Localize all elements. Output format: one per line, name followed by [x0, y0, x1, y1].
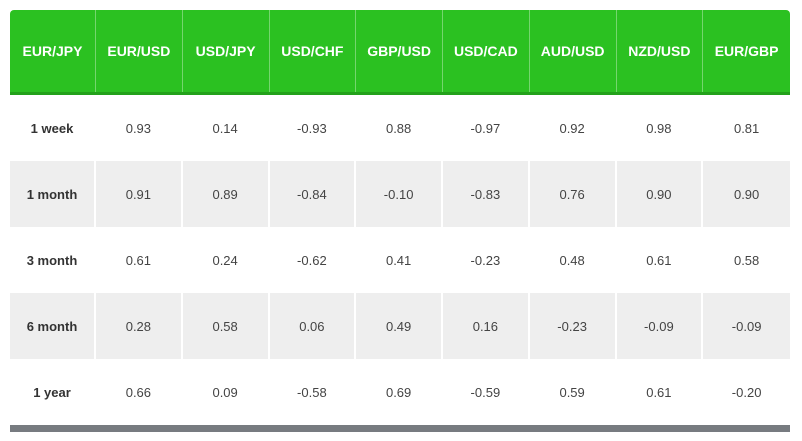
value-cell: 0.66: [96, 359, 183, 425]
header-cell: NZD/USD: [617, 10, 704, 92]
value-cell: 0.49: [356, 293, 443, 359]
value-cell: -0.93: [270, 95, 357, 161]
value-cell: 0.91: [96, 161, 183, 227]
table-row: 1 month 0.91 0.89 -0.84 -0.10 -0.83 0.76 0.90 0.…: [10, 161, 790, 227]
value-cell: 0.41: [356, 227, 443, 293]
value-cell: 0.90: [617, 161, 704, 227]
header-cell: EUR/JPY: [10, 10, 96, 92]
value-cell: -0.23: [443, 227, 530, 293]
value-cell: 0.61: [617, 227, 704, 293]
value-cell: 0.61: [617, 359, 704, 425]
value-cell: 0.90: [733, 186, 760, 202]
value-cell: -0.20: [731, 384, 762, 400]
row-label: 1 week: [10, 95, 96, 161]
value-cell: 0.09: [183, 359, 270, 425]
value-cell: -0.10: [356, 161, 443, 227]
table-row: 3 month 0.61 0.24 -0.62 0.41 -0.23 0.48 0.61 0.5…: [10, 227, 790, 293]
value-cell: -0.23: [530, 293, 617, 359]
header-row: EUR/JPY EUR/USD USD/JPY USD/CHF GBP/USD USD/C…: [10, 10, 790, 95]
value-cell: 0.24: [183, 227, 270, 293]
value-cell: 0.14: [183, 95, 270, 161]
value-cell: 0.81: [733, 120, 760, 136]
header-cell: GBP/USD: [356, 10, 443, 92]
value-cell: 0.58: [183, 293, 270, 359]
value-cell: 0.69: [356, 359, 443, 425]
value-cell: -0.62: [270, 227, 357, 293]
value-cell: 0.92: [530, 95, 617, 161]
value-cell: 0.58: [733, 252, 760, 268]
value-cell: -0.58: [270, 359, 357, 425]
row-label: 1 month: [10, 161, 96, 227]
header-cell: USD/CAD: [443, 10, 530, 92]
value-cell: 0.93: [96, 95, 183, 161]
header-cell: USD/JPY: [183, 10, 270, 92]
value-cell: 0.89: [183, 161, 270, 227]
value-cell: 0.59: [530, 359, 617, 425]
value-cell: 0.61: [96, 227, 183, 293]
header-cell: AUD/USD: [530, 10, 617, 92]
value-cell: 0.88: [356, 95, 443, 161]
row-label: 6 month: [10, 293, 96, 359]
header-cell: USD/CHF: [270, 10, 357, 92]
table-footer-bar: [10, 425, 790, 432]
value-cell: 0.06: [270, 293, 357, 359]
correlation-table: EUR/JPY EUR/USD USD/JPY USD/CHF GBP/USD USD/C…: [10, 10, 790, 432]
row-label: 3 month: [10, 227, 96, 293]
header-cell: EUR/GBP: [714, 43, 779, 59]
table-row: 1 week 0.93 0.14 -0.93 0.88 -0.97 0.92 0.98 0.81: [10, 95, 790, 161]
row-label: 1 year: [10, 359, 96, 425]
value-cell: -0.84: [270, 161, 357, 227]
header-cell: EUR/USD: [96, 10, 183, 92]
value-cell: -0.59: [443, 359, 530, 425]
table-row: 6 month 0.28 0.58 0.06 0.49 0.16 -0.23 -0.09 -0.…: [10, 293, 790, 359]
table-row: 1 year 0.66 0.09 -0.58 0.69 -0.59 0.59 0.61 -0.2…: [10, 359, 790, 425]
value-cell: -0.09: [617, 293, 704, 359]
value-cell: -0.09: [731, 318, 762, 334]
value-cell: -0.97: [443, 95, 530, 161]
value-cell: 0.76: [530, 161, 617, 227]
value-cell: -0.83: [443, 161, 530, 227]
value-cell: 0.48: [530, 227, 617, 293]
value-cell: 0.16: [443, 293, 530, 359]
value-cell: 0.28: [96, 293, 183, 359]
value-cell: 0.98: [617, 95, 704, 161]
